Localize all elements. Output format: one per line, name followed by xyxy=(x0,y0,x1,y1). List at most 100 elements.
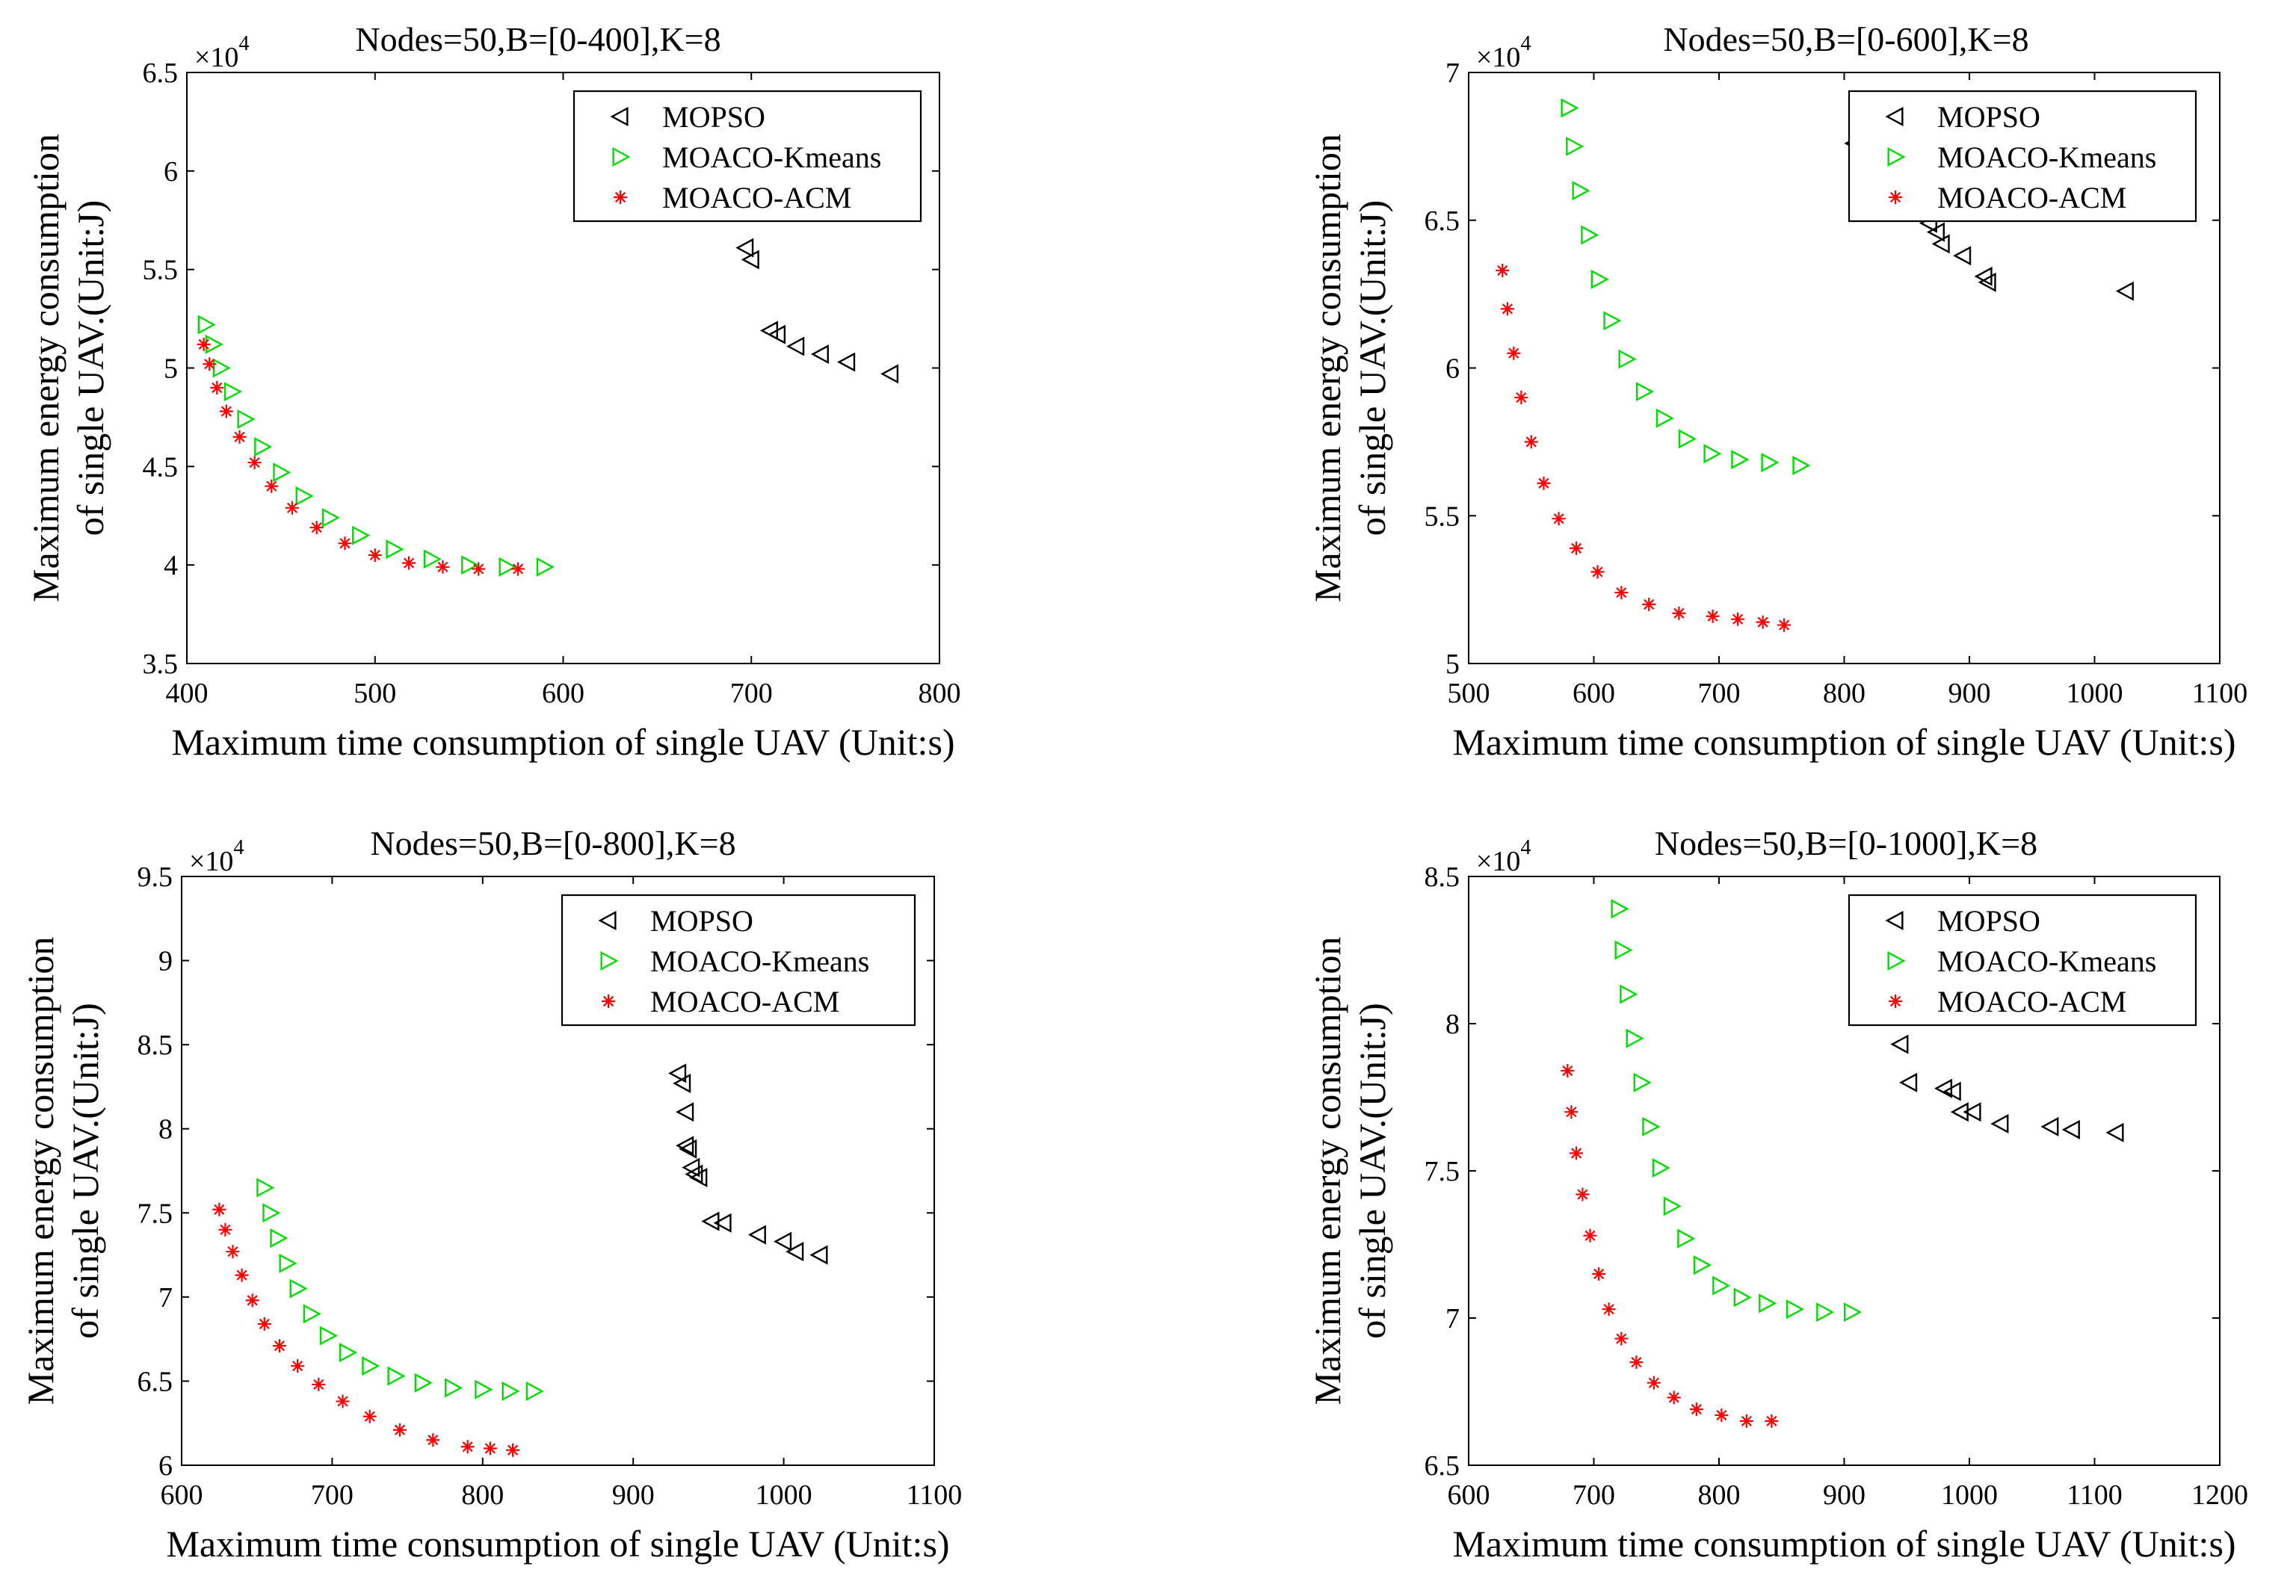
data-point xyxy=(247,456,262,470)
y-tick-label: 4.5 xyxy=(143,451,179,483)
data-point xyxy=(1663,1196,1682,1216)
series-3-points xyxy=(1496,263,1792,632)
data-point xyxy=(368,548,382,562)
x-axis-label: Maximum time consumption of single UAV (… xyxy=(1452,721,2235,763)
y-tick-label: 6.5 xyxy=(143,58,179,89)
data-point xyxy=(257,1317,271,1331)
data-point xyxy=(321,507,340,528)
data-point xyxy=(1603,311,1622,331)
series-2-points xyxy=(1611,899,1863,1323)
legend-box xyxy=(573,90,922,223)
y-tick-label: 9.5 xyxy=(138,862,173,893)
data-point xyxy=(279,1253,297,1273)
x-tick-label: 600 xyxy=(161,1479,203,1511)
series-3-points xyxy=(1561,1064,1779,1428)
x-tick-label: 600 xyxy=(1448,1479,1490,1511)
data-point xyxy=(735,238,754,258)
x-axis-label: Maximum time consumption of single UAV (… xyxy=(1452,1523,2235,1565)
data-point xyxy=(673,1073,691,1093)
chart-title: Nodes=50,B=[0-800],K=8 xyxy=(370,824,735,862)
data-point xyxy=(786,1242,804,1262)
data-point xyxy=(689,1167,708,1188)
data-point xyxy=(309,521,324,535)
data-point xyxy=(1633,1072,1652,1092)
data-point xyxy=(1507,346,1521,360)
data-point xyxy=(1583,1228,1597,1243)
legend-label: MOACO-Kmeans xyxy=(662,140,881,174)
y-tick-label: 8.5 xyxy=(138,1030,173,1061)
y-tick-label: 7.5 xyxy=(138,1198,173,1229)
y-exponent-power: 4 xyxy=(233,836,244,859)
x-tick-label: 500 xyxy=(1448,678,1490,709)
data-point xyxy=(1611,899,1629,919)
legend-box xyxy=(1848,90,2197,223)
legend-marker xyxy=(598,910,617,931)
x-tick-label: 700 xyxy=(311,1479,354,1511)
data-point xyxy=(265,479,279,493)
data-point xyxy=(1500,302,1514,316)
data-point xyxy=(461,555,480,575)
data-point xyxy=(741,250,759,270)
x-tick-label: 600 xyxy=(1573,678,1615,709)
data-point xyxy=(291,1359,305,1373)
data-point xyxy=(223,382,242,402)
y-axis-label-line1: Maximum energy consumption xyxy=(1306,134,1348,602)
y-tick-label: 5 xyxy=(1445,649,1460,680)
data-point xyxy=(1590,565,1605,579)
legend-marker xyxy=(1889,995,1902,1008)
x-tick-label: 800 xyxy=(919,678,961,709)
data-point xyxy=(472,562,486,576)
data-point xyxy=(1703,444,1722,464)
data-point xyxy=(1731,612,1745,626)
data-point xyxy=(1816,1302,1835,1323)
legend: MOPSO MOACO-Kmeans MOACO-ACM xyxy=(1848,90,2197,223)
series-2-points xyxy=(256,1178,544,1401)
data-point xyxy=(1564,1105,1578,1119)
y-exponent-label: ×104 xyxy=(1476,32,1531,73)
data-point xyxy=(1626,1028,1644,1048)
y-tick-label: 8.5 xyxy=(1425,862,1460,893)
x-tick-label: 700 xyxy=(1698,678,1741,709)
data-point xyxy=(254,436,273,457)
x-tick-label: 1000 xyxy=(1941,1479,1998,1511)
legend-label: MOACO-Kmeans xyxy=(1937,140,2156,174)
data-point xyxy=(1667,1391,1681,1405)
legend-label: MOPSO xyxy=(1937,100,2040,134)
data-point xyxy=(352,525,371,545)
axes-box xyxy=(181,876,935,1466)
data-point xyxy=(262,1203,281,1223)
y-tick-label: 8 xyxy=(158,1114,173,1145)
data-point xyxy=(339,1343,358,1363)
data-point xyxy=(362,1356,380,1376)
y-exponent-power: 4 xyxy=(238,32,249,55)
data-point xyxy=(679,1139,697,1159)
data-point xyxy=(1953,246,1972,266)
data-point xyxy=(402,556,416,570)
data-point xyxy=(506,1443,520,1457)
data-point xyxy=(1731,450,1750,470)
y-exponent-power: 4 xyxy=(1520,836,1531,859)
x-tick-label: 700 xyxy=(730,678,773,709)
x-axis-label: Maximum time consumption of single UAV (… xyxy=(166,1523,949,1565)
y-tick-label: 8 xyxy=(1445,1009,1460,1040)
data-point xyxy=(1496,263,1510,277)
data-point xyxy=(336,1394,350,1408)
data-point xyxy=(197,315,216,335)
chart-panel-4: 600 700 800 900 1000 1100 1200 6.5 7 7.5 8 8.5 ×104 N… xyxy=(1306,824,2248,1565)
legend-marker xyxy=(1887,146,1906,167)
legend-label: MOACO-ACM xyxy=(650,985,839,1018)
y-axis-label-line1: Maximum energy consumption xyxy=(1306,937,1348,1405)
data-point xyxy=(774,1231,792,1252)
data-point xyxy=(2061,1119,2080,1139)
data-point xyxy=(1963,1102,1981,1122)
data-point xyxy=(1561,98,1579,118)
y-exponent-base: ×10 xyxy=(194,42,238,73)
y-tick-label: 9 xyxy=(158,946,173,977)
series-3-points xyxy=(197,337,525,576)
data-point xyxy=(1761,453,1780,473)
series-2-points xyxy=(1561,98,1811,476)
legend-marker xyxy=(602,995,615,1008)
data-point xyxy=(1990,1113,2009,1133)
y-tick-label: 7 xyxy=(1445,1303,1460,1334)
